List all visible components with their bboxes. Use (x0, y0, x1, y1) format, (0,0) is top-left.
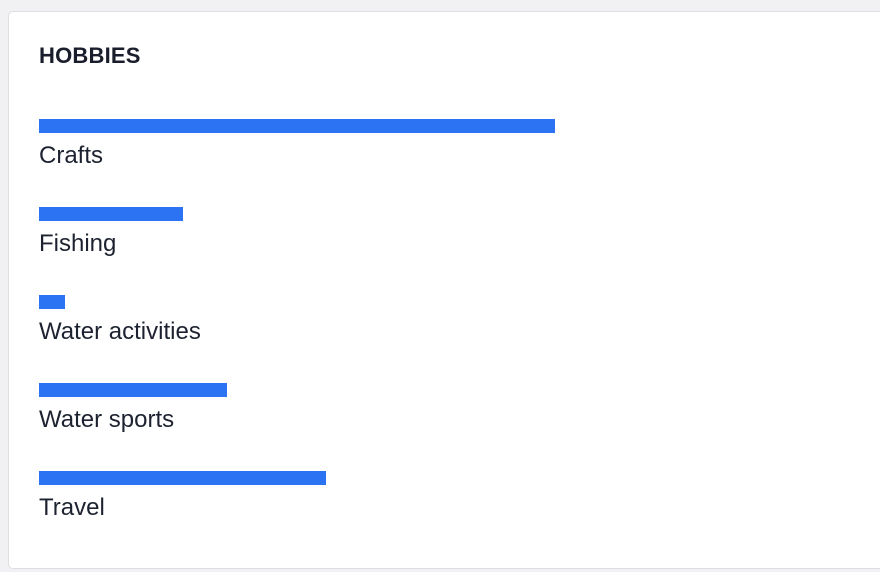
bar-row: Fishing (39, 207, 859, 295)
bar-row: Crafts (39, 119, 859, 207)
bar-label: Water activities (39, 318, 201, 345)
bar-label: Water sports (39, 406, 175, 433)
bar-row: Water sports (39, 383, 859, 471)
hobbies-card: HOBBIES Crafts Fishing Water activities Wat… (8, 11, 880, 569)
hobbies-bar-chart: Crafts Fishing Water activities Water sport… (39, 119, 859, 559)
bar-label: Fishing (39, 230, 117, 257)
bar-row: Water activities (39, 295, 859, 383)
bar-crafts (39, 119, 555, 133)
bar-water-activities (39, 295, 65, 309)
bar-label: Travel (39, 494, 105, 521)
bar-label: Crafts (39, 142, 104, 169)
bar-row: Travel (39, 471, 859, 559)
bar-travel (39, 471, 326, 485)
bar-fishing (39, 207, 183, 221)
card-title: HOBBIES (39, 43, 141, 68)
bar-water-sports (39, 383, 227, 397)
